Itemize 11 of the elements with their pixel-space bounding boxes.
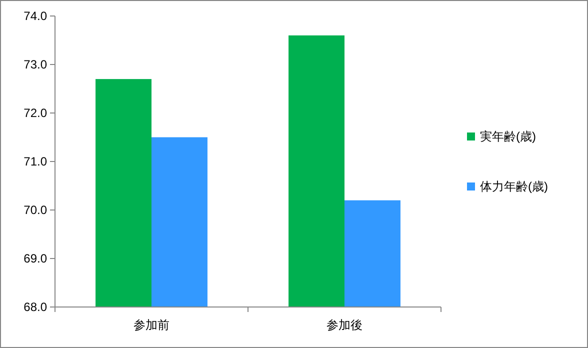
legend-label: 実年齢(歳) [480,130,536,144]
y-tick-label: 68.0 [24,300,48,314]
y-tick-label: 70.0 [24,203,48,218]
y-tick-label: 71.0 [24,154,48,169]
legend-label: 体力年齢(歳) [480,180,548,194]
x-tick-label: 参加後 [326,318,362,332]
y-tick-label: 69.0 [24,252,48,266]
y-tick-label: 74.0 [24,9,48,24]
y-tick-label: 72.0 [24,106,48,120]
x-tick-label: 参加前 [134,318,170,332]
y-tick-label: 73.0 [24,58,48,72]
